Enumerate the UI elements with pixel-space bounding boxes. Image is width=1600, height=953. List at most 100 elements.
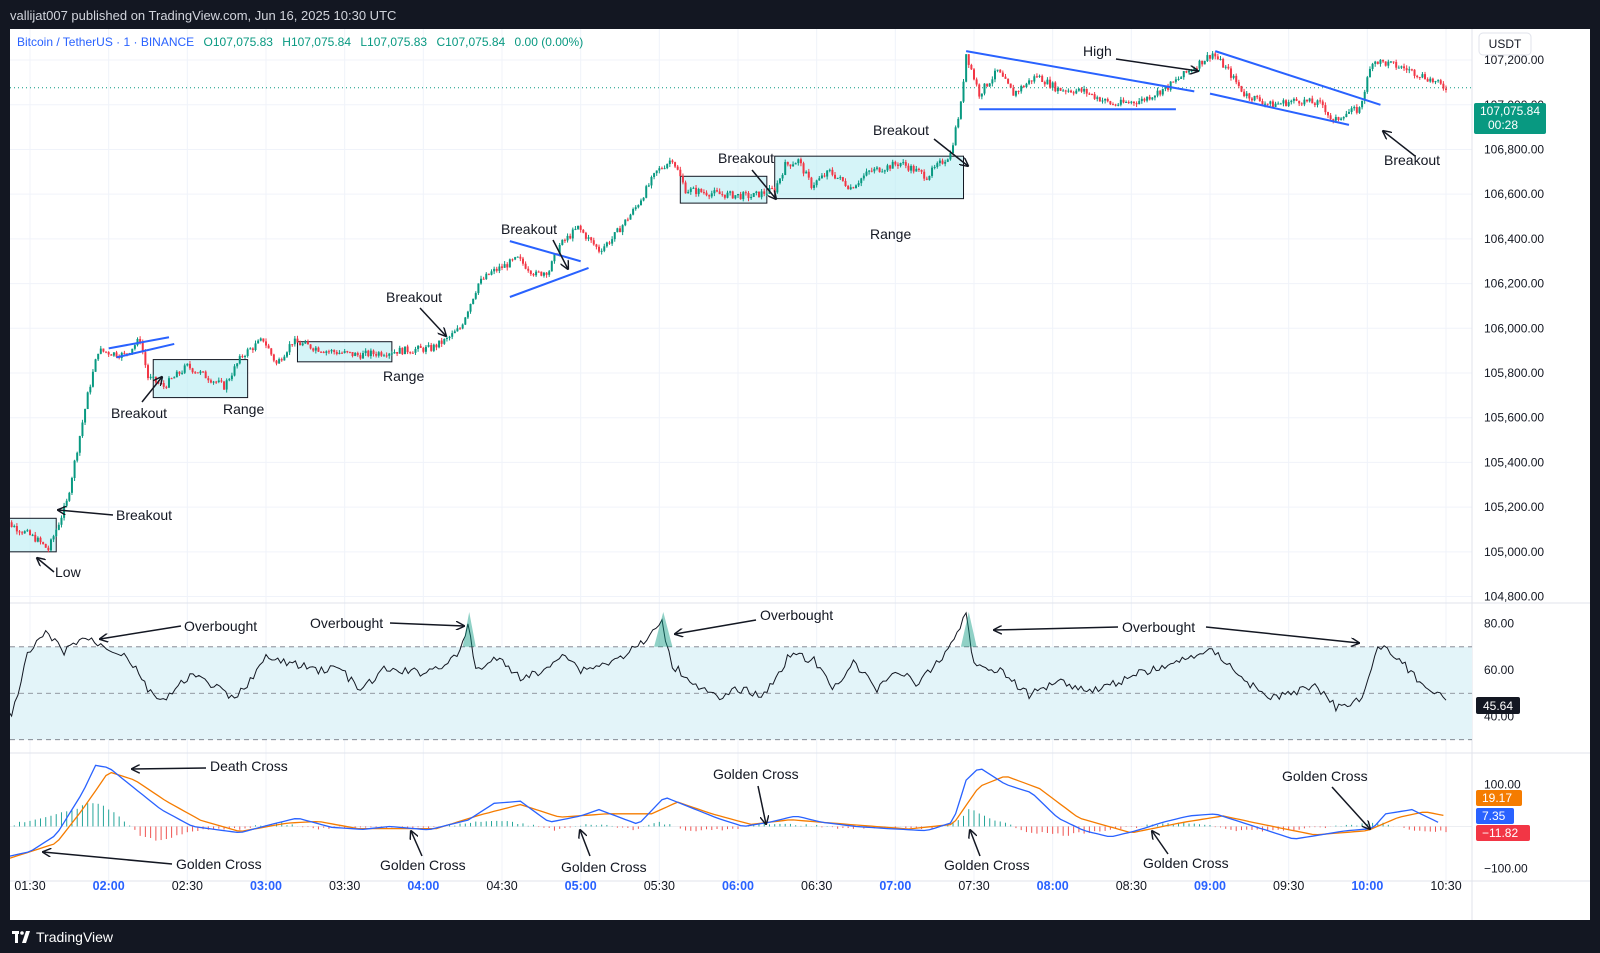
candle[interactable]: [923, 169, 926, 181]
breakout-label[interactable]: Breakout: [386, 289, 442, 305]
candle[interactable]: [65, 498, 68, 508]
candle[interactable]: [466, 310, 469, 320]
candle[interactable]: [1306, 99, 1309, 103]
candle[interactable]: [1151, 97, 1154, 101]
annotations[interactable]: Low Breakout Breakout Range Range Breakout Bre…: [37, 43, 1440, 875]
candle[interactable]: [857, 180, 860, 188]
candle[interactable]: [516, 256, 519, 258]
candle[interactable]: [215, 380, 218, 384]
candle[interactable]: [498, 263, 501, 274]
candle[interactable]: [537, 270, 540, 273]
candle[interactable]: [15, 523, 18, 535]
candle[interactable]: [697, 187, 700, 197]
candle[interactable]: [1245, 90, 1248, 99]
candle[interactable]: [915, 165, 918, 172]
candle[interactable]: [1368, 66, 1371, 78]
candle[interactable]: [689, 187, 692, 195]
candle[interactable]: [223, 380, 226, 390]
candle[interactable]: [1392, 61, 1395, 64]
candle[interactable]: [1324, 102, 1327, 115]
candle[interactable]: [713, 187, 716, 197]
candle[interactable]: [474, 291, 477, 300]
candle[interactable]: [430, 342, 433, 352]
candle[interactable]: [529, 270, 532, 276]
death-cross-label[interactable]: Death Cross: [210, 758, 288, 774]
candle[interactable]: [257, 339, 260, 344]
candle[interactable]: [813, 182, 816, 191]
candle[interactable]: [1285, 99, 1288, 107]
candle[interactable]: [959, 100, 962, 120]
candle[interactable]: [1434, 80, 1437, 85]
candle[interactable]: [249, 347, 252, 350]
candle[interactable]: [149, 373, 152, 380]
overbought-label[interactable]: Overbought: [310, 615, 383, 631]
candle[interactable]: [1321, 99, 1324, 109]
candle[interactable]: [946, 158, 949, 163]
candle[interactable]: [341, 351, 344, 354]
time-tick-label[interactable]: 03:30: [329, 879, 360, 893]
candle[interactable]: [660, 166, 663, 170]
candle[interactable]: [786, 161, 789, 167]
candle[interactable]: [1180, 75, 1183, 79]
candle[interactable]: [917, 167, 920, 172]
time-tick-label[interactable]: 10:30: [1430, 879, 1461, 893]
candle[interactable]: [548, 270, 551, 277]
candle[interactable]: [849, 184, 852, 191]
overbought-label[interactable]: Overbought: [760, 607, 833, 623]
candle[interactable]: [716, 187, 719, 193]
candle[interactable]: [634, 205, 637, 211]
candle[interactable]: [1012, 84, 1015, 96]
candle[interactable]: [1382, 59, 1385, 63]
candle[interactable]: [403, 346, 406, 355]
candle[interactable]: [862, 173, 865, 181]
candle[interactable]: [991, 76, 994, 87]
time-tick-label[interactable]: 09:00: [1194, 879, 1226, 893]
candle[interactable]: [44, 543, 47, 548]
candle[interactable]: [561, 239, 564, 246]
candle[interactable]: [1049, 76, 1052, 89]
candle[interactable]: [325, 350, 328, 356]
candle[interactable]: [931, 165, 934, 178]
candle[interactable]: [487, 273, 490, 276]
candle[interactable]: [49, 538, 52, 552]
candle[interactable]: [1077, 88, 1080, 92]
time-axis[interactable]: 01:30 02:00 02:30 03:00 03:30 04:00 04:30 05:00…: [14, 879, 1461, 893]
candle[interactable]: [944, 159, 947, 167]
candle[interactable]: [980, 93, 983, 100]
candle[interactable]: [855, 184, 857, 189]
candle[interactable]: [978, 83, 981, 99]
candle[interactable]: [1229, 66, 1232, 81]
candle[interactable]: [86, 391, 89, 410]
candle[interactable]: [422, 346, 425, 354]
candle[interactable]: [238, 354, 241, 365]
time-tick-label[interactable]: 06:00: [722, 879, 754, 893]
candle[interactable]: [63, 502, 66, 521]
candle[interactable]: [1345, 110, 1348, 118]
time-tick-label[interactable]: 08:00: [1037, 879, 1069, 893]
candle[interactable]: [860, 177, 863, 187]
candle[interactable]: [535, 269, 538, 277]
chart-panel[interactable]: Low Breakout Breakout Range Range Breakout Bre…: [10, 29, 1590, 920]
candle[interactable]: [965, 54, 968, 83]
candle[interactable]: [1337, 116, 1340, 122]
candle[interactable]: [805, 170, 808, 174]
candle[interactable]: [178, 371, 181, 376]
candle[interactable]: [1101, 97, 1104, 104]
candle[interactable]: [676, 164, 679, 171]
candle[interactable]: [508, 258, 511, 268]
time-tick-label[interactable]: 09:30: [1273, 879, 1304, 893]
candle[interactable]: [84, 408, 87, 425]
breakout-label[interactable]: Breakout: [873, 122, 929, 138]
candle[interactable]: [1429, 76, 1432, 83]
candle[interactable]: [658, 165, 661, 174]
candle[interactable]: [1153, 95, 1156, 101]
candle[interactable]: [524, 261, 527, 270]
candle[interactable]: [236, 362, 239, 369]
candle[interactable]: [440, 337, 443, 347]
candle[interactable]: [792, 161, 795, 167]
candle[interactable]: [406, 344, 409, 355]
candle[interactable]: [309, 344, 312, 350]
candle[interactable]: [464, 316, 467, 326]
candle[interactable]: [409, 351, 412, 355]
candle[interactable]: [624, 219, 627, 227]
